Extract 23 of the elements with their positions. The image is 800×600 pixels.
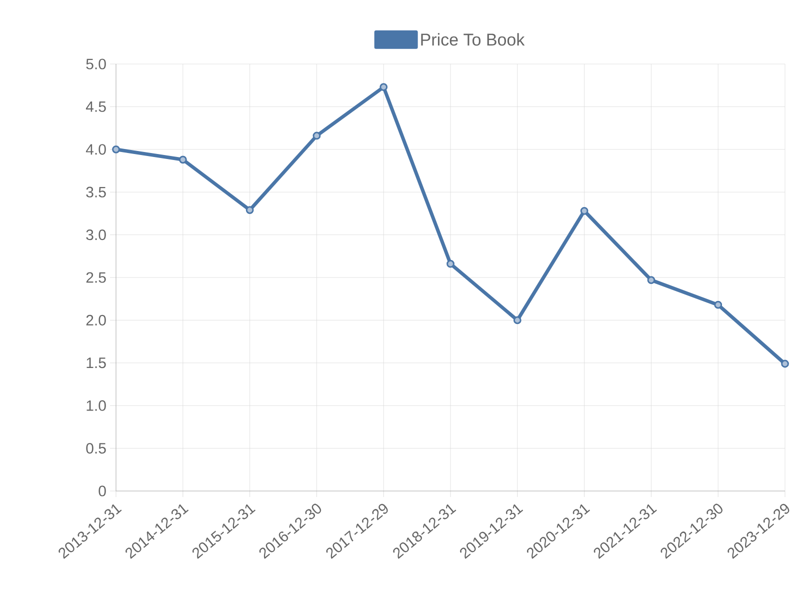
point [647, 276, 656, 284]
y-tick-label: 1.0 [86, 400, 106, 411]
point [312, 132, 321, 140]
y-tick-label: 4.0 [86, 144, 106, 155]
y-tick-label: 2.5 [86, 272, 106, 283]
point [112, 145, 120, 154]
y-tick-label: 2.0 [86, 314, 106, 326]
point [513, 316, 522, 324]
point [714, 300, 722, 309]
point [246, 206, 254, 214]
point [781, 360, 789, 368]
y-tick-label: 3.5 [86, 186, 106, 198]
point [178, 156, 187, 164]
y-tick-label: 0.5 [86, 442, 106, 454]
y-tick-label: 5.0 [86, 58, 106, 70]
y-tick-label: 1.5 [86, 358, 106, 368]
point [580, 206, 588, 215]
y-tick-label: 3.0 [86, 229, 106, 240]
legend-label: Price To Book [421, 33, 525, 46]
y-tick-label: 4.5 [86, 101, 106, 112]
point [446, 260, 454, 268]
point [380, 83, 388, 92]
y-tick-label: 0 [98, 486, 106, 496]
